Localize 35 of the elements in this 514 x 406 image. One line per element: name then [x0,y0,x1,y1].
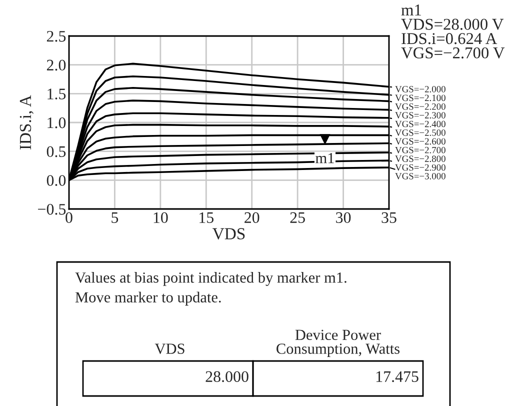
y-tick-label: 0.5 [46,146,66,158]
y-tick-label: −0.5 [38,204,66,215]
legend-label: VGS=−2.500 [395,129,446,136]
legend-label: VGS=−2.400 [395,120,446,128]
text: 28.000 [206,371,248,382]
legend-label: VGS=−2.700 [395,146,446,154]
y-tick-label: 0.0 [46,175,66,186]
legend-label: VGS=−2.800 [395,156,446,162]
x-axis-title: VDS [212,228,245,240]
legend-label: VGS=−2.300 [395,112,446,119]
x-tick-label: 20 [244,212,260,224]
text: 17.475 [376,371,418,382]
annotation: m1 [316,153,334,164]
y-axis-title: IDS.i, A [20,95,34,150]
text: m1 VDS=28.000 V IDS.i=0.624 A VGS=−2.700 V [401,4,505,59]
x-tick-label: 10 [154,212,168,224]
legend-label: VGS=−2.100 [395,94,446,102]
x-tick-label: 0 [66,212,72,224]
y-tick-label: 1.5 [48,88,66,100]
x-tick-label: 5 [112,212,118,224]
legend-label: VGS=−2.000 [395,86,446,92]
legend-label: VGS=−3.000 [395,172,446,180]
y-tick-label: 1.0 [48,117,66,128]
text: Device Power Consumption, Watts [276,330,400,357]
legend-label: VGS=−2.200 [395,103,446,110]
x-tick-label: 15 [200,212,214,224]
text: VDS [154,344,184,354]
legend-label: VGS=−2.600 [395,138,446,145]
x-tick-label: 30 [336,212,351,224]
x-tick-label: 25 [290,212,305,224]
legend-label: VGS=−2.900 [395,164,446,171]
x-tick-label: 35 [382,212,396,224]
y-tick-label: 2.0 [46,60,66,71]
text: Values at bias point indicated by marker m1. Move marker to update. [75,272,346,306]
y-tick-label: 2.5 [46,30,66,42]
